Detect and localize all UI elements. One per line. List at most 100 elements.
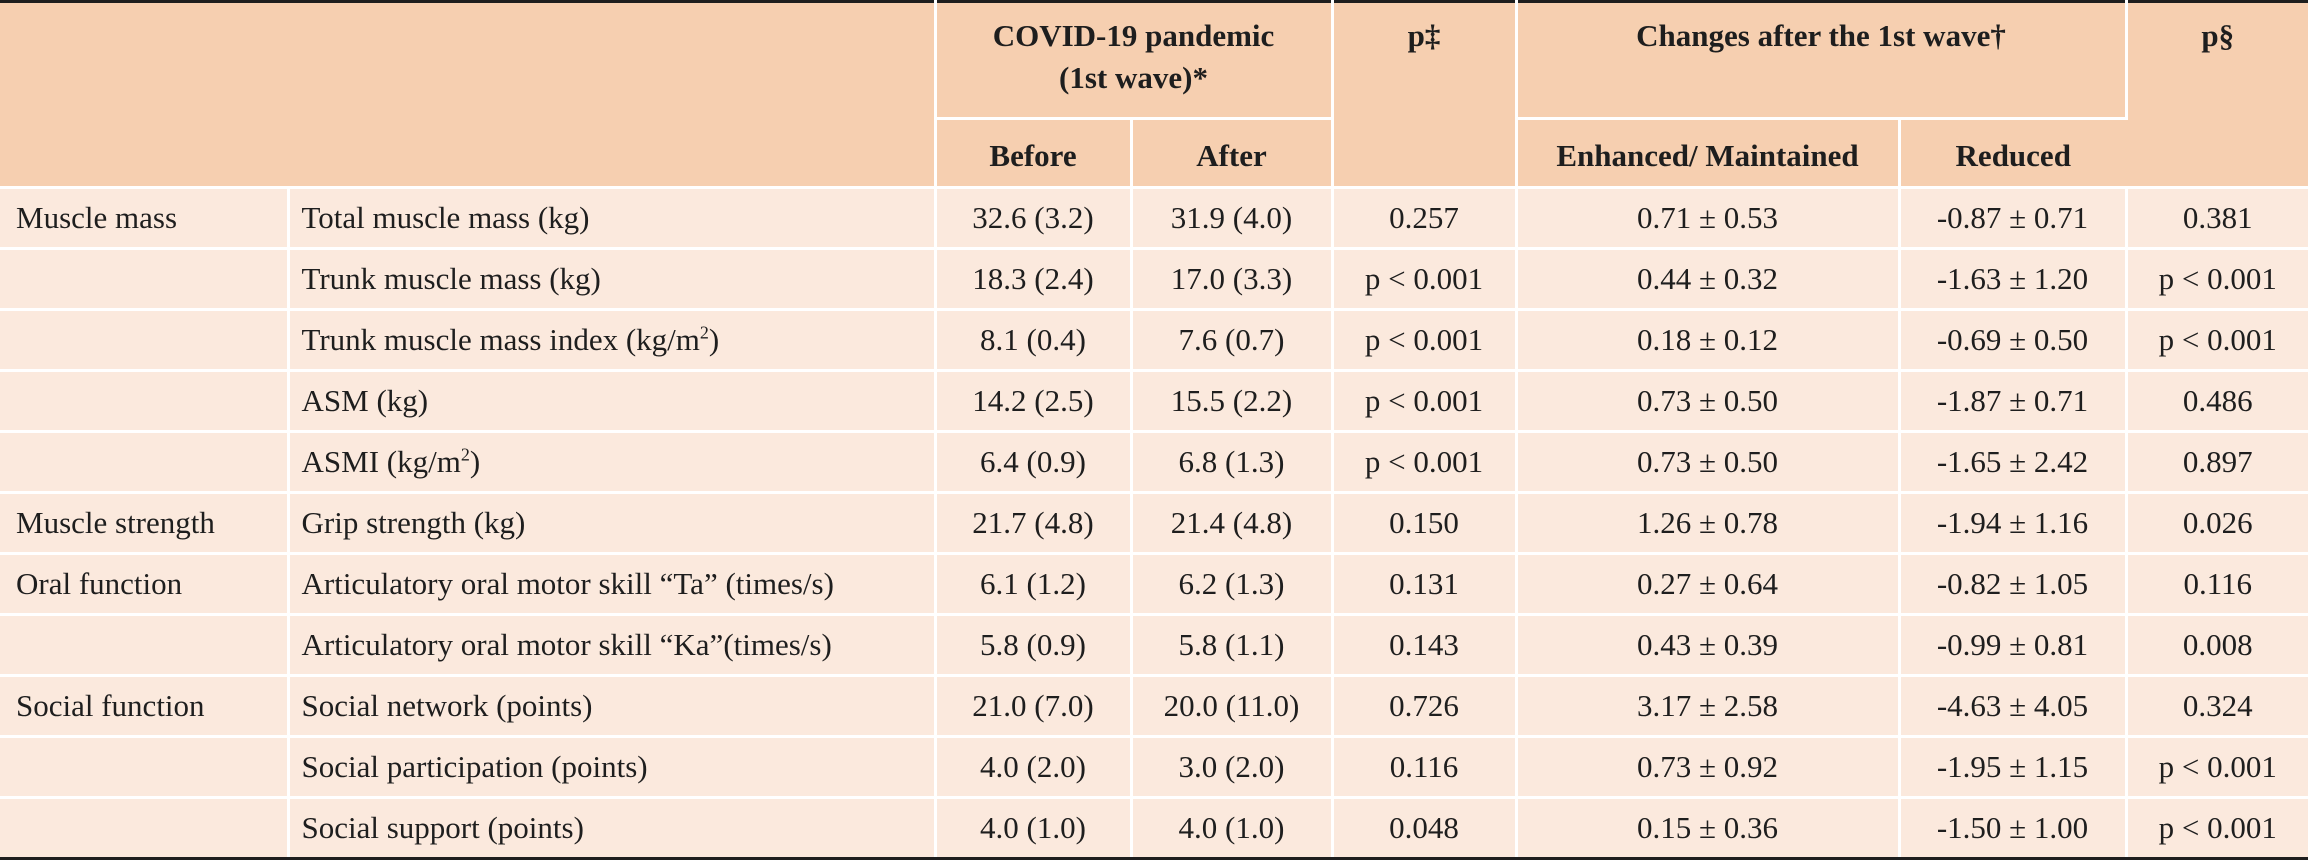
row-before: 8.1 (0.4) <box>935 308 1133 371</box>
header-p-double-dagger: p‡ <box>1332 1 1518 188</box>
row-reduced: -1.50 ± 1.00 <box>1899 796 2128 860</box>
row-enhanced: 0.18 ± 0.12 <box>1516 308 1901 371</box>
row-enhanced: 0.73 ± 0.50 <box>1516 369 1901 432</box>
row-measure: Social network (points) <box>288 674 937 737</box>
row-reduced: -1.63 ± 1.20 <box>1899 247 2128 310</box>
row-measure: Articulatory oral motor skill “Ta” (time… <box>288 552 937 615</box>
row-p-section: 0.897 <box>2126 430 2308 493</box>
row-measure: ASM (kg) <box>288 369 937 432</box>
row-measure: Social support (points) <box>288 796 937 860</box>
row-measure: Trunk muscle mass (kg) <box>288 247 937 310</box>
row-p-double-dagger: 0.048 <box>1332 796 1518 860</box>
header-reduced: Reduced <box>1899 118 2126 188</box>
row-before: 4.0 (2.0) <box>935 735 1133 798</box>
row-enhanced: 0.15 ± 0.36 <box>1516 796 1901 860</box>
row-category <box>0 430 290 493</box>
row-p-section: p < 0.001 <box>2126 796 2308 860</box>
row-reduced: -1.87 ± 0.71 <box>1899 369 2128 432</box>
row-p-double-dagger: 0.131 <box>1332 552 1518 615</box>
row-enhanced: 0.73 ± 0.92 <box>1516 735 1901 798</box>
header-enhanced: Enhanced/ Maintained <box>1516 118 1901 188</box>
row-before: 14.2 (2.5) <box>935 369 1133 432</box>
measure-text: ASMI (kg/m <box>301 444 461 479</box>
row-p-double-dagger: 0.726 <box>1332 674 1518 737</box>
row-after: 31.9 (4.0) <box>1131 186 1334 249</box>
row-p-section: 0.008 <box>2126 613 2308 676</box>
row-before: 18.3 (2.4) <box>935 247 1133 310</box>
row-reduced: -0.69 ± 0.50 <box>1899 308 2128 371</box>
row-reduced: -4.63 ± 4.05 <box>1899 674 2128 737</box>
row-after: 7.6 (0.7) <box>1131 308 1334 371</box>
row-after: 6.8 (1.3) <box>1131 430 1334 493</box>
row-after: 20.0 (11.0) <box>1131 674 1334 737</box>
row-measure: Grip strength (kg) <box>288 491 937 554</box>
row-p-section: 0.026 <box>2126 491 2308 554</box>
measure-tail: ) <box>469 444 481 479</box>
row-after: 17.0 (3.3) <box>1131 247 1334 310</box>
measure-superscript: 2 <box>699 322 709 343</box>
table-row: Muscle strength Grip strength (kg) 21.7 (4… <box>0 491 2308 554</box>
row-category: Muscle mass <box>0 186 290 249</box>
row-p-section: 0.324 <box>2126 674 2308 737</box>
table-row: Social participation (points) 4.0 (2.0) 3.… <box>0 735 2308 798</box>
row-p-double-dagger: p < 0.001 <box>1332 308 1518 371</box>
row-reduced: -1.94 ± 1.16 <box>1899 491 2128 554</box>
row-before: 21.0 (7.0) <box>935 674 1133 737</box>
row-p-double-dagger: 0.257 <box>1332 186 1518 249</box>
row-measure: ASMI (kg/m2) <box>288 430 937 493</box>
row-enhanced: 0.27 ± 0.64 <box>1516 552 1901 615</box>
row-category <box>0 369 290 432</box>
row-reduced: -1.95 ± 1.15 <box>1899 735 2128 798</box>
row-enhanced: 0.71 ± 0.53 <box>1516 186 1901 249</box>
row-category <box>0 735 290 798</box>
row-reduced: -0.99 ± 0.81 <box>1899 613 2128 676</box>
header-pandemic-line1: COVID-19 pandemic <box>992 18 1275 53</box>
table-row: Muscle mass Total muscle mass (kg) 32.6 (3… <box>0 186 2308 249</box>
table-row: Oral function Articulatory oral motor ski… <box>0 552 2308 615</box>
row-after: 6.2 (1.3) <box>1131 552 1334 615</box>
row-before: 4.0 (1.0) <box>935 796 1133 860</box>
row-reduced: -0.82 ± 1.05 <box>1899 552 2128 615</box>
row-after: 15.5 (2.2) <box>1131 369 1334 432</box>
row-p-section: p < 0.001 <box>2126 735 2308 798</box>
row-p-double-dagger: 0.116 <box>1332 735 1518 798</box>
row-before: 21.7 (4.8) <box>935 491 1133 554</box>
row-measure: Articulatory oral motor skill “Ka”(times… <box>288 613 937 676</box>
row-category <box>0 247 290 310</box>
row-category: Muscle strength <box>0 491 290 554</box>
row-measure: Total muscle mass (kg) <box>288 186 937 249</box>
header-before: Before <box>935 118 1133 188</box>
header-changes-group: Changes after the 1st wave† <box>1516 1 2128 120</box>
table-row: Social function Social network (points) 21… <box>0 674 2308 737</box>
measure-tail: ) <box>708 322 720 357</box>
row-reduced: -1.65 ± 2.42 <box>1899 430 2128 493</box>
header-pandemic-line2: (1st wave)* <box>1059 60 1208 95</box>
header-after: After <box>1131 118 1334 188</box>
measure-text: Trunk muscle mass index (kg/m <box>301 322 700 357</box>
row-category <box>0 796 290 860</box>
row-p-section: 0.486 <box>2126 369 2308 432</box>
table-row: Articulatory oral motor skill “Ka”(times… <box>0 613 2308 676</box>
row-p-double-dagger: p < 0.001 <box>1332 430 1518 493</box>
table-row: Trunk muscle mass index (kg/m2) 8.1 (0.4)… <box>0 308 2308 371</box>
row-p-section: p < 0.001 <box>2126 308 2308 371</box>
row-before: 6.4 (0.9) <box>935 430 1133 493</box>
row-p-double-dagger: p < 0.001 <box>1332 369 1518 432</box>
row-before: 5.8 (0.9) <box>935 613 1133 676</box>
table-row: Trunk muscle mass (kg) 18.3 (2.4) 17.0 (3.… <box>0 247 2308 310</box>
row-after: 4.0 (1.0) <box>1131 796 1334 860</box>
row-p-double-dagger: 0.150 <box>1332 491 1518 554</box>
row-enhanced: 0.73 ± 0.50 <box>1516 430 1901 493</box>
row-enhanced: 3.17 ± 2.58 <box>1516 674 1901 737</box>
row-after: 21.4 (4.8) <box>1131 491 1334 554</box>
row-p-section: p < 0.001 <box>2126 247 2308 310</box>
table-row: ASMI (kg/m2) 6.4 (0.9) 6.8 (1.3) p < 0.001 0… <box>0 430 2308 493</box>
row-enhanced: 0.44 ± 0.32 <box>1516 247 1901 310</box>
row-enhanced: 0.43 ± 0.39 <box>1516 613 1901 676</box>
table-header: COVID-19 pandemic (1st wave)* p‡ Changes… <box>0 1 2308 188</box>
row-p-section: 0.381 <box>2126 186 2308 249</box>
row-p-double-dagger: p < 0.001 <box>1332 247 1518 310</box>
table-row: ASM (kg) 14.2 (2.5) 15.5 (2.2) p < 0.001 0.7… <box>0 369 2308 432</box>
header-pandemic-group: COVID-19 pandemic (1st wave)* <box>935 1 1334 120</box>
